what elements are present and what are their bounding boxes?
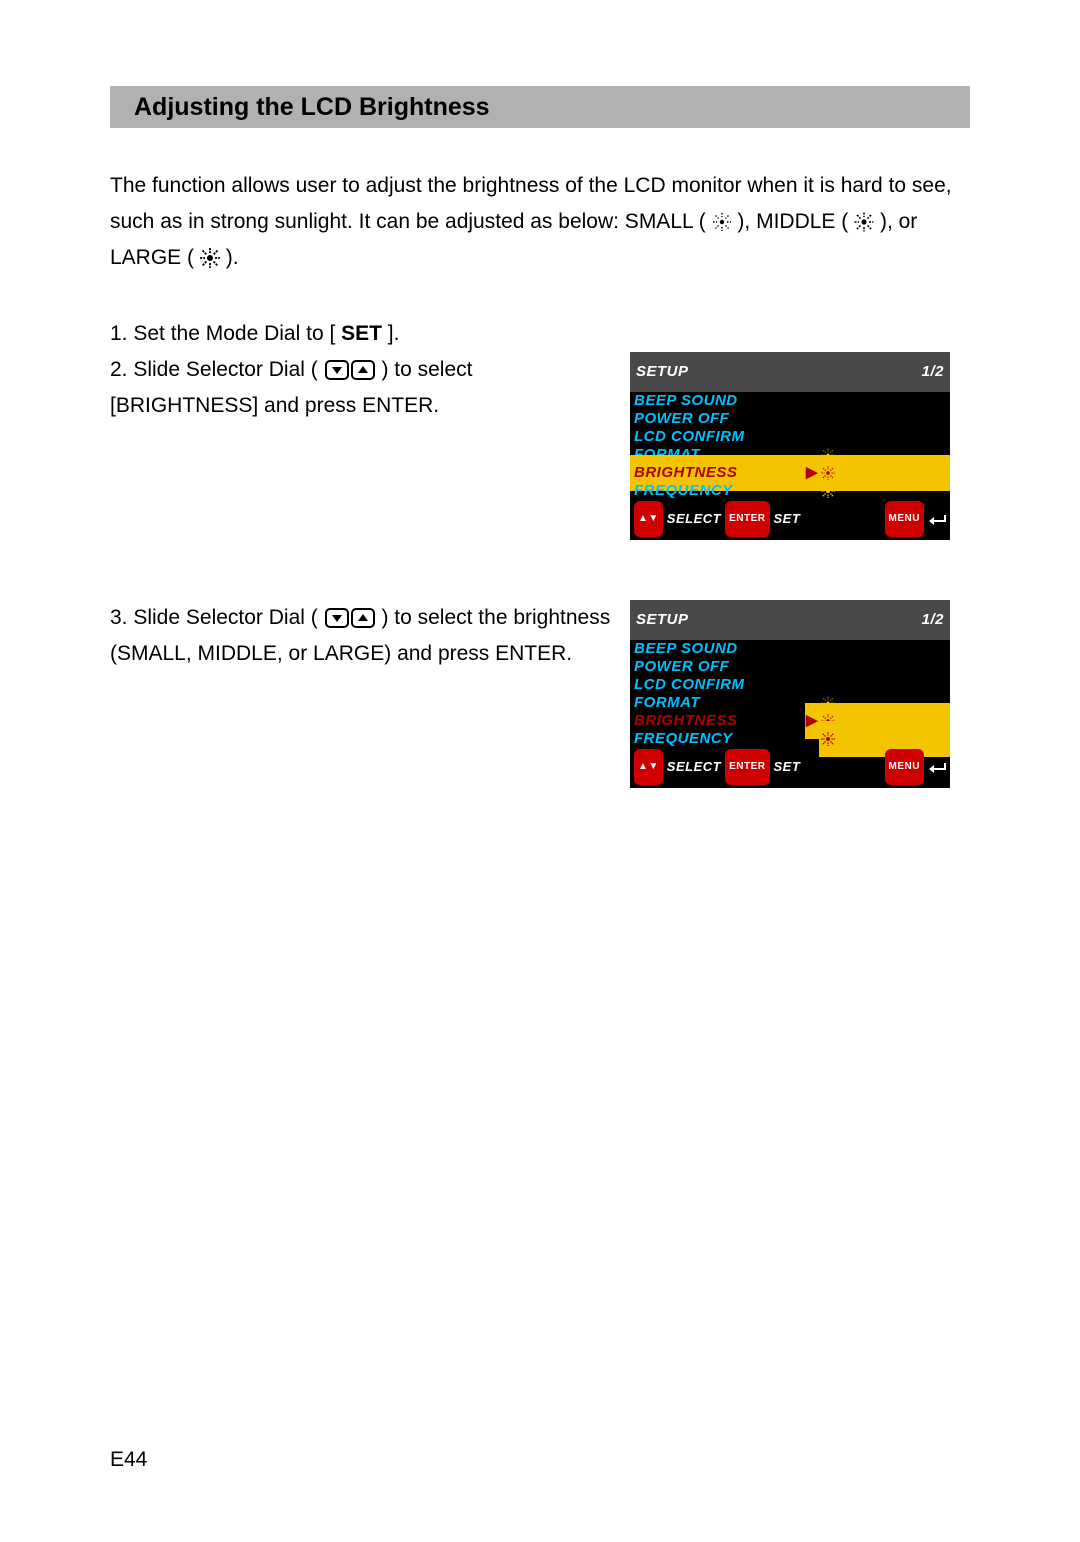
- section-title-bar: Adjusting the LCD Brightness: [110, 86, 970, 128]
- intro-text-4: ).: [226, 246, 239, 269]
- updown-badge-icon: ▲▼: [634, 501, 663, 537]
- menu-badge: MENU: [885, 749, 924, 785]
- brightness-large-icon: [821, 484, 835, 498]
- selector-up-icon: [351, 360, 375, 380]
- brightness-large-icon: [821, 732, 835, 746]
- page-number: E44: [110, 1448, 147, 1472]
- enter-badge: ENTER: [725, 749, 769, 785]
- step-3-screenshot: SETUP 1/2 BEEP SOUND▶ POWER OFF▶ LCD CON…: [630, 600, 950, 788]
- lcd-screen-1: SETUP 1/2 BEEP SOUND▶ POWER OFF▶ LCD CON…: [630, 352, 950, 540]
- steps-list: 1. Set the Mode Dial to [ SET ]. 2. Slid…: [110, 316, 970, 788]
- selector-up-icon: [351, 608, 375, 628]
- lcd-footer-set: SET: [774, 501, 801, 537]
- selector-down-icon: [325, 360, 349, 380]
- section-title: Adjusting the LCD Brightness: [134, 93, 490, 122]
- lcd-footer: ▲▼SELECT ENTERSET MENU: [630, 500, 950, 540]
- brightness-middle-icon: [854, 212, 874, 232]
- lcd-page: 1/2: [922, 602, 944, 638]
- lcd-page: 1/2: [922, 354, 944, 390]
- step-2-text: 2. Slide Selector Dial ( ) to select [BR…: [110, 352, 620, 424]
- step-1-a: 1. Set the Mode Dial to [: [110, 322, 341, 345]
- step-1-c: ].: [382, 322, 400, 345]
- manual-page: Adjusting the LCD Brightness The functio…: [0, 0, 1080, 1542]
- brightness-small-icon: [712, 212, 732, 232]
- intro-text-2: ), MIDDLE (: [737, 210, 848, 233]
- step-1-set: SET: [341, 322, 382, 345]
- enter-badge: ENTER: [725, 501, 769, 537]
- return-arrow-icon: [928, 513, 946, 525]
- menu-badge: MENU: [885, 501, 924, 537]
- selector-down-icon: [325, 608, 349, 628]
- lcd-screen-2: SETUP 1/2 BEEP SOUND▶ POWER OFF▶ LCD CON…: [630, 600, 950, 788]
- intro-paragraph: The function allows user to adjust the b…: [110, 168, 970, 276]
- selection-caret-icon: ▶: [805, 703, 819, 739]
- lcd-footer: ▲▼SELECT ENTERSET MENU: [630, 748, 950, 788]
- lcd-footer-set: SET: [774, 749, 801, 785]
- lcd-body: BEEP SOUND▶ POWER OFF▶ LCD CONFIRM▶ FORM…: [630, 640, 950, 748]
- lcd-footer-select: SELECT: [667, 749, 721, 785]
- step-2-screenshot: SETUP 1/2 BEEP SOUND▶ POWER OFF▶ LCD CON…: [630, 352, 950, 540]
- selection-caret-icon: ▶: [805, 455, 819, 491]
- step-1: 1. Set the Mode Dial to [ SET ].: [110, 316, 970, 352]
- updown-badge-icon: ▲▼: [634, 749, 663, 785]
- brightness-large-icon: [200, 248, 220, 268]
- step-2-row: 2. Slide Selector Dial ( ) to select [BR…: [110, 352, 970, 540]
- step-3-row: 3. Slide Selector Dial ( ) to select the…: [110, 600, 970, 788]
- step-3-text: 3. Slide Selector Dial ( ) to select the…: [110, 600, 620, 672]
- step-3-a: 3. Slide Selector Dial (: [110, 606, 324, 629]
- step-2-a: 2. Slide Selector Dial (: [110, 358, 324, 381]
- lcd-body: BEEP SOUND▶ POWER OFF▶ LCD CONFIRM▶ FORM…: [630, 392, 950, 500]
- return-arrow-icon: [928, 761, 946, 773]
- lcd-footer-select: SELECT: [667, 501, 721, 537]
